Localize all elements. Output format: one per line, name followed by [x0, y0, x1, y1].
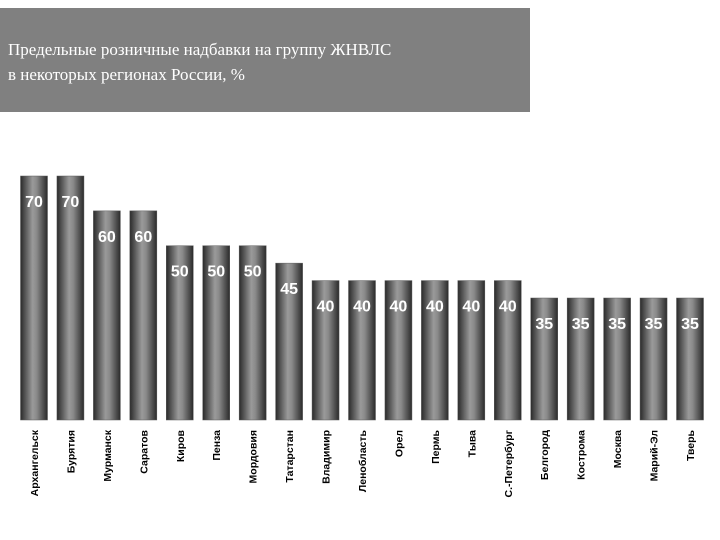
bar	[93, 210, 121, 421]
x-tick-label: Белгород	[539, 430, 551, 480]
bar	[238, 245, 267, 421]
value-label: 70	[25, 194, 43, 211]
bar	[275, 262, 303, 421]
value-label: 70	[62, 194, 80, 211]
x-tick-label: Мордовия	[248, 430, 260, 483]
x-tick-label: Киров	[175, 429, 187, 462]
bar	[457, 280, 486, 421]
x-tick-label: Татарстан	[284, 430, 296, 483]
x-tick-label: Тыва	[466, 430, 478, 458]
value-label: 60	[134, 229, 152, 246]
bar	[676, 297, 704, 421]
value-label: 50	[207, 264, 225, 281]
value-label: 40	[462, 299, 480, 316]
value-label: 40	[426, 299, 444, 316]
x-tick-label: Пермь	[430, 429, 442, 463]
bar	[202, 245, 230, 421]
value-label: 35	[572, 316, 590, 333]
x-tick-label: Марий-Эл	[649, 430, 661, 481]
title-box	[0, 8, 530, 112]
bar	[530, 297, 558, 421]
x-tick-label: Москва	[612, 430, 624, 468]
x-tick-label: Тверь	[685, 429, 697, 461]
x-tick-label: Саратов	[138, 429, 150, 473]
value-label: 40	[499, 299, 517, 316]
x-tick-label: С.-Петербург	[503, 429, 515, 497]
bar	[384, 280, 413, 421]
bar	[20, 175, 48, 421]
chart-title: Предельные розничные надбавки на группу …	[8, 40, 391, 59]
x-tick-label: Мурманск	[102, 429, 114, 481]
x-tick-label: Бурятия	[65, 430, 77, 473]
x-tick-label: Кострома	[576, 430, 588, 480]
bar	[348, 280, 376, 421]
bar	[494, 280, 522, 421]
bar	[566, 297, 595, 421]
bar	[603, 297, 631, 421]
value-label: 35	[645, 316, 663, 333]
x-tick-label: Архангельск	[29, 429, 41, 496]
value-label: 40	[353, 299, 371, 316]
bar	[166, 245, 194, 421]
value-label: 50	[244, 264, 262, 281]
bar	[311, 280, 340, 421]
x-tick-label: Ленобласть	[357, 429, 369, 492]
bar	[56, 175, 85, 421]
value-label: 35	[681, 316, 699, 333]
value-label: 50	[171, 264, 189, 281]
bar	[421, 280, 449, 421]
x-tick-label: Владимир	[321, 430, 333, 484]
bar	[639, 297, 668, 421]
value-label: 60	[98, 229, 116, 246]
x-tick-label: Пенза	[211, 430, 223, 461]
value-label: 35	[608, 316, 626, 333]
value-label: 45	[280, 281, 298, 298]
value-label: 35	[535, 316, 553, 333]
bar	[129, 210, 158, 421]
value-label: 40	[390, 299, 408, 316]
chart-title: в некоторых регионах России, %	[8, 65, 245, 84]
value-label: 40	[317, 299, 335, 316]
x-tick-label: Орел	[393, 430, 405, 457]
